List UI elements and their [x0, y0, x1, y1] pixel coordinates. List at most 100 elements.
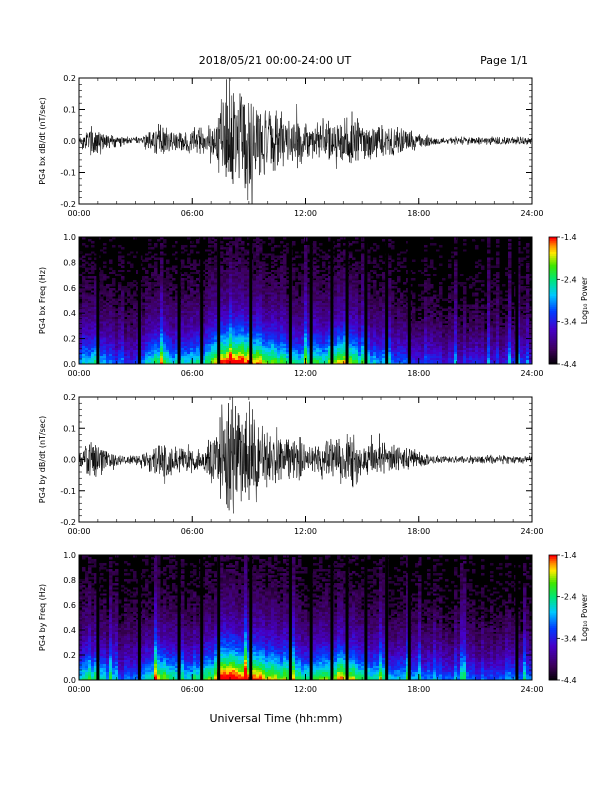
spectrogram-cell	[82, 290, 86, 293]
spectrogram-cell	[373, 359, 377, 363]
spectrogram-cell	[271, 318, 275, 322]
spectrogram-cell	[262, 331, 266, 334]
spectrogram-cell	[142, 277, 146, 281]
spectrogram-cell	[349, 308, 353, 312]
spectrogram-cell	[202, 331, 206, 334]
spectrogram-cell	[193, 306, 197, 309]
spectrogram-cell	[214, 277, 218, 281]
spectrogram-cell	[256, 335, 260, 338]
spectrogram-cell	[208, 302, 212, 305]
spectrogram-cell	[232, 277, 236, 281]
spectrogram-cell	[148, 308, 152, 312]
spectrogram-cell	[148, 323, 152, 326]
spectrogram-cell	[274, 361, 278, 365]
spectrogram-cell	[298, 298, 302, 301]
spectrogram-cell	[244, 249, 248, 252]
spectrogram-cell	[286, 314, 290, 318]
spectrogram-cell	[337, 361, 341, 365]
spectrogram-cell	[163, 323, 167, 326]
spectrogram-cell	[79, 288, 83, 291]
spectrogram-cell	[304, 329, 308, 332]
spectrogram-cell	[211, 245, 215, 248]
spectrogram-cell	[355, 261, 359, 264]
spectrogram-cell	[307, 300, 311, 303]
spectrogram-cell	[88, 335, 92, 338]
spectrogram-cell	[160, 259, 164, 262]
spectrogram-cell	[295, 357, 299, 361]
spectrogram-cell	[298, 263, 302, 266]
spectrogram-cell	[103, 341, 107, 344]
spectrogram-cell	[106, 316, 110, 320]
spectrogram-cell	[265, 302, 269, 305]
spectrogram-cell	[244, 282, 248, 285]
spectrogram-cell	[259, 245, 263, 248]
spectrogram-cell	[163, 341, 167, 344]
spectrogram-cell	[148, 353, 152, 357]
spectrogram-cell	[304, 286, 308, 289]
spectrogram-cell	[223, 259, 227, 262]
spectrogram-cell	[322, 294, 326, 297]
spectrogram-cell	[325, 267, 329, 271]
spectrogram-cell	[337, 359, 341, 363]
spectrogram-cell	[241, 275, 245, 279]
spectrogram-cell	[202, 341, 206, 344]
spectrogram-cell	[316, 294, 320, 297]
spectrogram-cell	[304, 316, 308, 320]
spectrogram-cell	[316, 292, 320, 295]
spectrogram-cell	[361, 243, 365, 246]
spectrogram-cell	[343, 341, 347, 344]
spectrogram-cell	[229, 323, 233, 326]
spectrogram-cell	[283, 290, 287, 293]
spectrogram-cell	[187, 308, 191, 312]
spectrogram-cell	[238, 302, 242, 305]
spectrogram-cell	[298, 327, 302, 330]
spectrogram-cell	[160, 308, 164, 312]
spectrogram-cell	[223, 314, 227, 318]
spectrogram-cell	[112, 312, 116, 316]
spectrogram-cell	[355, 292, 359, 295]
spectrogram-cell	[268, 294, 272, 297]
spectrogram-cell	[268, 290, 272, 293]
spectrogram-cell	[118, 316, 122, 320]
spectrogram-cell	[169, 325, 173, 328]
spectrogram-cell	[82, 288, 86, 291]
spectrogram-cell	[232, 357, 236, 361]
spectrogram-cell	[343, 257, 347, 260]
spectrogram-cell	[223, 310, 227, 314]
spectrogram-cell	[256, 351, 260, 355]
spectrogram-cell	[238, 263, 242, 266]
spectrogram-cell	[229, 325, 233, 328]
spectrogram-cell	[130, 347, 134, 350]
spectrogram-cell	[271, 257, 275, 260]
spectrogram-cell	[376, 351, 380, 355]
spectrogram-cell	[256, 361, 260, 365]
spectrogram-cell	[160, 323, 164, 326]
spectrogram-cell	[91, 286, 95, 289]
spectrogram-cell	[301, 331, 305, 334]
spectrogram-cell	[334, 286, 338, 289]
spectrogram-cell	[313, 323, 317, 326]
spectrogram-cell	[262, 341, 266, 344]
spectrogram-cell	[115, 329, 119, 332]
spectrogram-cell	[370, 310, 374, 314]
spectrogram-cell	[166, 318, 170, 322]
spectrogram-cell	[340, 353, 344, 357]
spectrogram-cell	[82, 296, 86, 299]
spectrogram-cell	[325, 257, 329, 260]
spectrogram-cell	[181, 310, 185, 314]
spectrogram-cell	[223, 277, 227, 281]
spectrogram-cell	[322, 345, 326, 348]
spectrogram-cell	[259, 271, 263, 275]
spectrogram-cell	[325, 300, 329, 303]
spectrogram-cell	[133, 327, 137, 330]
spectrogram-cell	[82, 323, 86, 326]
spectrogram-cell	[268, 329, 272, 332]
spectrogram-cell	[220, 357, 224, 361]
spectrogram-cell	[358, 304, 362, 307]
spectrogram-cell	[274, 316, 278, 320]
spectrogram-cell	[256, 329, 260, 332]
spectrogram-cell	[85, 304, 89, 307]
spectrogram-cell	[232, 349, 236, 353]
spectrogram-cell	[223, 247, 227, 250]
spectrogram-cell	[118, 294, 122, 297]
